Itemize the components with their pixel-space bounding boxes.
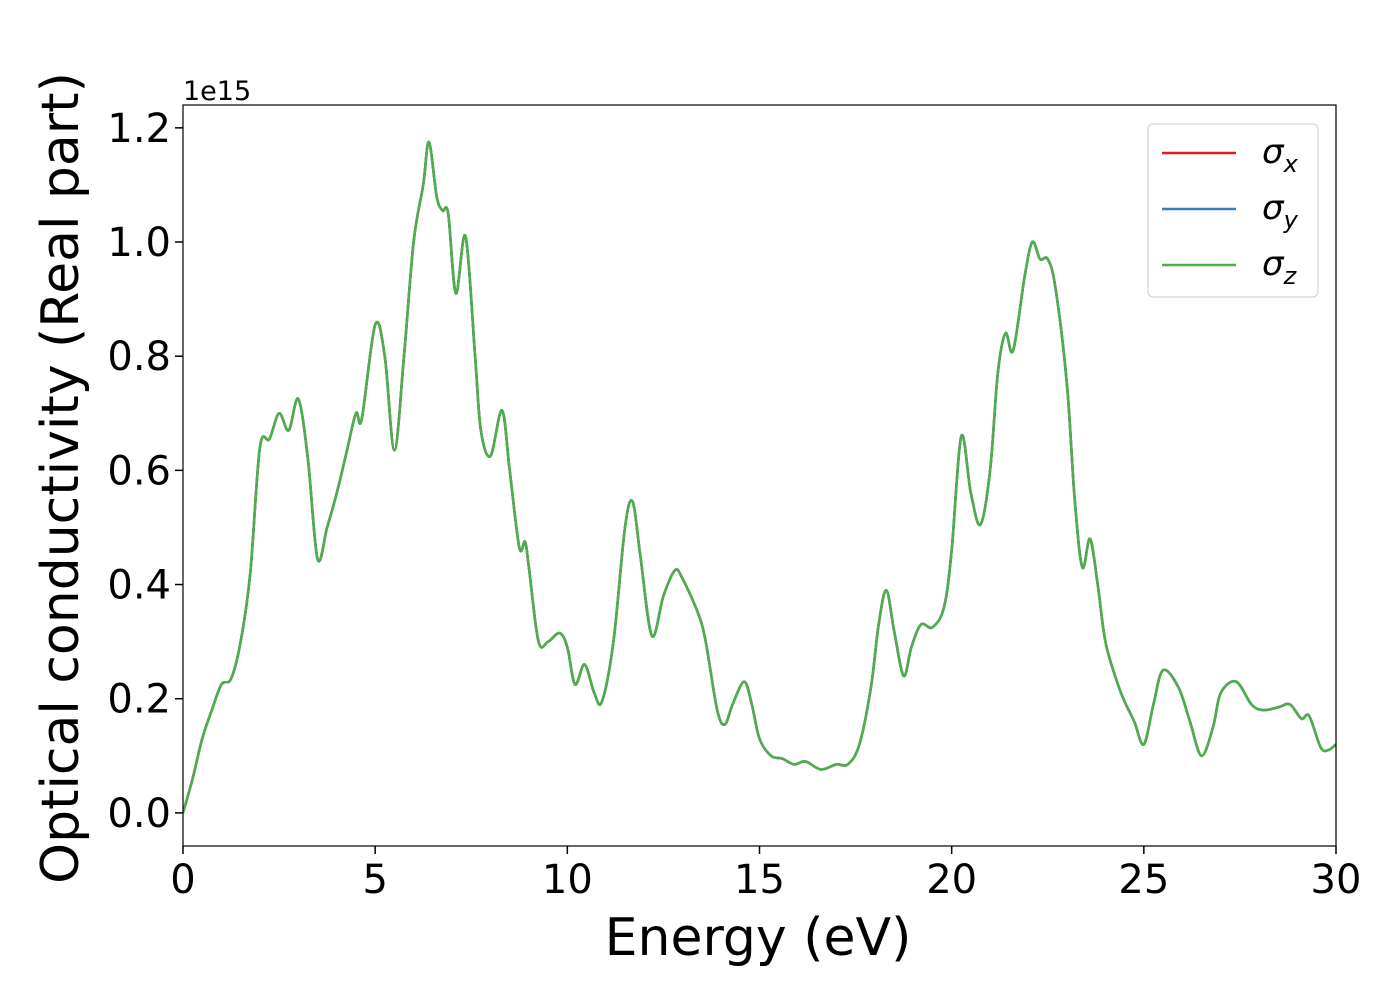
y-tick-label: 0.8 <box>107 334 171 380</box>
legend-symbol: σ <box>1262 132 1285 172</box>
legend-box <box>1147 123 1319 298</box>
x-tick-label: 25 <box>1118 857 1169 903</box>
y-tick-label: 0.4 <box>107 563 171 609</box>
y-tick-label: 0.0 <box>107 791 171 837</box>
x-tick-label: 15 <box>734 857 785 903</box>
legend-label: σy <box>1262 188 1299 234</box>
legend-subscript: z <box>1283 262 1298 290</box>
y-tick-label: 1.2 <box>107 106 171 152</box>
x-tick-label: 20 <box>926 857 977 903</box>
legend-label: σx <box>1262 132 1299 178</box>
x-tick-label: 30 <box>1311 857 1362 903</box>
y-tick-label: 1.0 <box>107 220 171 266</box>
legend-symbol: σ <box>1262 188 1285 228</box>
y-tick-label: 0.6 <box>107 448 171 494</box>
x-tick-label: 5 <box>362 857 387 903</box>
plot-frame <box>182 104 1337 847</box>
y-axis-label: Optical conductivity (Real part) <box>31 72 91 884</box>
y-tick-label: 0.2 <box>107 677 171 723</box>
legend-subscript: y <box>1283 206 1299 234</box>
legend-label: σz <box>1262 244 1298 290</box>
series-line <box>183 140 1336 814</box>
legend-symbol: σ <box>1262 244 1285 284</box>
y-offset-label: 1e15 <box>183 76 251 107</box>
x-tick-label: 10 <box>542 857 593 903</box>
x-tick-label: 0 <box>170 857 195 903</box>
legend-subscript: x <box>1283 150 1299 178</box>
x-axis-label: Energy (eV) <box>605 908 912 968</box>
